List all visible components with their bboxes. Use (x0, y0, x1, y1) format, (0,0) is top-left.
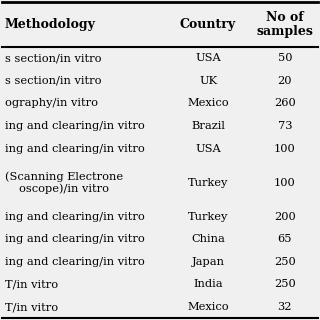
Text: 250: 250 (274, 279, 296, 290)
Text: USA: USA (195, 53, 221, 63)
Text: USA: USA (195, 144, 221, 154)
Text: Methodology: Methodology (5, 18, 96, 31)
Text: UK: UK (199, 76, 217, 86)
Text: Japan: Japan (191, 257, 225, 267)
Text: 32: 32 (277, 302, 292, 312)
Text: 200: 200 (274, 212, 296, 221)
Text: (Scanning Electrone
oscope)/in vitro: (Scanning Electrone oscope)/in vitro (5, 172, 123, 194)
Text: No of
samples: No of samples (256, 11, 313, 38)
Text: 50: 50 (277, 53, 292, 63)
Text: ing and clearing/in vitro: ing and clearing/in vitro (5, 144, 145, 154)
Text: s section/in vitro: s section/in vitro (5, 76, 101, 86)
Text: 100: 100 (274, 144, 296, 154)
Text: 100: 100 (274, 178, 296, 188)
Text: s section/in vitro: s section/in vitro (5, 53, 101, 63)
Text: 260: 260 (274, 99, 296, 108)
Text: 73: 73 (277, 121, 292, 131)
Text: Brazil: Brazil (191, 121, 225, 131)
Text: T/in vitro: T/in vitro (5, 302, 58, 312)
Text: Turkey: Turkey (188, 212, 228, 221)
Text: ing and clearing/in vitro: ing and clearing/in vitro (5, 234, 145, 244)
Text: 65: 65 (277, 234, 292, 244)
Text: T/in vitro: T/in vitro (5, 279, 58, 290)
Text: Mexico: Mexico (187, 302, 229, 312)
Text: Mexico: Mexico (187, 99, 229, 108)
Text: ing and clearing/in vitro: ing and clearing/in vitro (5, 121, 145, 131)
Text: ing and clearing/in vitro: ing and clearing/in vitro (5, 212, 145, 221)
Text: India: India (193, 279, 223, 290)
Text: ing and clearing/in vitro: ing and clearing/in vitro (5, 257, 145, 267)
Text: China: China (191, 234, 225, 244)
Text: 250: 250 (274, 257, 296, 267)
Text: ography/in vitro: ography/in vitro (5, 99, 98, 108)
Text: Turkey: Turkey (188, 178, 228, 188)
Text: Country: Country (180, 18, 236, 31)
Text: 20: 20 (277, 76, 292, 86)
